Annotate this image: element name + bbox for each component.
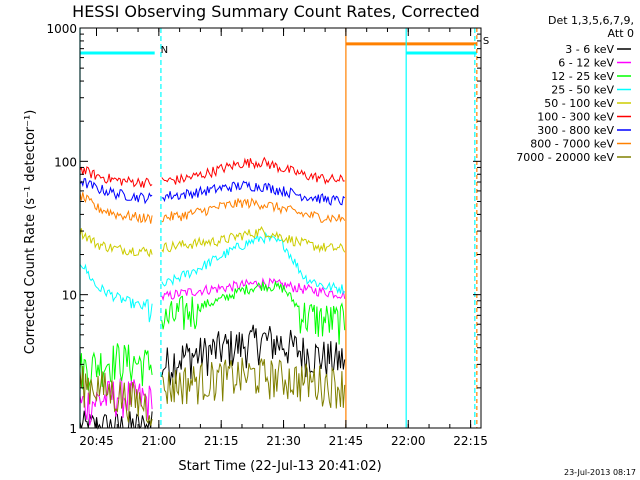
series-line-3 <box>79 280 346 391</box>
plot-frame <box>79 27 482 429</box>
flag-label-s: S <box>483 36 489 47</box>
y-tick-label-4: 1000 <box>46 22 77 36</box>
legend-label-5: 50 - 100 keV <box>544 97 614 110</box>
series-line-6 <box>79 156 345 188</box>
legend-label-3: 12 - 25 keV <box>551 70 614 83</box>
series-line-2 <box>79 277 346 426</box>
x-axis: 20:45 21:00 21:15 21:30 21:45 22:00 22:15 <box>79 28 488 448</box>
x-tick-label-1: 20:45 <box>79 434 114 448</box>
legend-header-line-1: Det 1,3,5,6,7,9, <box>548 14 634 27</box>
legend-label-4: 25 - 50 keV <box>551 84 614 97</box>
series-line-7 <box>79 178 345 206</box>
series-line-8 <box>79 192 346 224</box>
legend-label-9: 7000 - 20000 keV <box>516 151 614 164</box>
plot-border <box>79 27 482 429</box>
flag-label-n: N <box>161 45 168 56</box>
x-tick-label-7: 22:15 <box>453 434 488 448</box>
x-tick-label-6: 22:00 <box>391 434 426 448</box>
x-axis-label: Start Time (22-Jul-13 20:41:02) <box>178 459 381 474</box>
y-axis-label: Corrected Count Rate (s⁻¹ detector⁻¹) <box>23 110 38 355</box>
legend-label-6: 100 - 300 keV <box>537 111 614 124</box>
legend-label-7: 300 - 800 keV <box>537 124 614 137</box>
series-line-5 <box>79 225 346 258</box>
x-tick-label-2: 21:00 <box>142 434 177 448</box>
y-tick-label-1: 1 <box>69 422 77 436</box>
legend-label-1: 3 - 6 keV <box>565 43 614 56</box>
x-tick-label-3: 21:15 <box>204 434 239 448</box>
series-line-4 <box>79 231 346 323</box>
y-tick-label-2: 10 <box>62 289 77 303</box>
series-line-9 <box>79 357 346 426</box>
y-axis: 1 10 100 1000 <box>46 22 481 436</box>
footer-timestamp: 23-Jul-2013 08:17 <box>564 468 636 477</box>
legend-label-8: 800 - 7000 keV <box>530 138 614 151</box>
x-tick-label-5: 21:45 <box>329 434 364 448</box>
plot-area: NS <box>79 28 489 430</box>
x-tick-label-4: 21:30 <box>266 434 301 448</box>
legend-header-line-2: Att 0 <box>608 27 634 40</box>
y-tick-label-3: 100 <box>54 155 77 169</box>
chart-title: HESSI Observing Summary Count Rates, Cor… <box>72 2 480 21</box>
legend-label-2: 6 - 12 keV <box>558 57 614 70</box>
